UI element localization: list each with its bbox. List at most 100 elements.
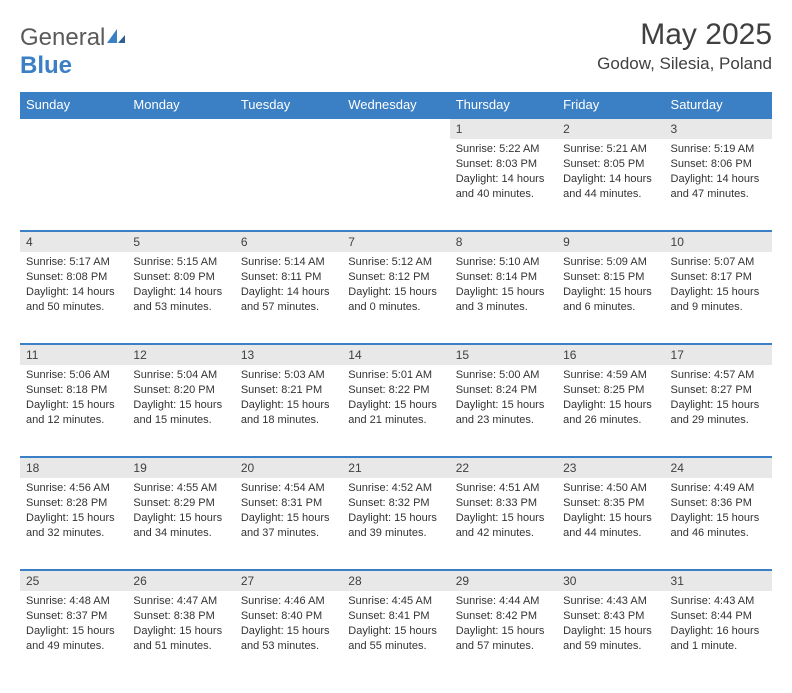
day-cell: Sunrise: 5:04 AMSunset: 8:20 PMDaylight:… — [127, 365, 234, 457]
location: Godow, Silesia, Poland — [597, 54, 772, 74]
day-details: Sunrise: 5:07 AMSunset: 8:17 PMDaylight:… — [665, 252, 772, 320]
day-number: 2 — [557, 118, 664, 139]
logo-text: GeneralBlue — [20, 24, 127, 80]
day-details: Sunrise: 4:54 AMSunset: 8:31 PMDaylight:… — [235, 478, 342, 546]
day-details: Sunrise: 4:56 AMSunset: 8:28 PMDaylight:… — [20, 478, 127, 546]
sunset-line: Sunset: 8:11 PM — [241, 270, 336, 285]
sunset-line: Sunset: 8:24 PM — [456, 383, 551, 398]
sunrise-line: Sunrise: 5:22 AM — [456, 142, 551, 157]
sunrise-line: Sunrise: 5:14 AM — [241, 255, 336, 270]
daylight-line: Daylight: 14 hours and 47 minutes. — [671, 172, 766, 202]
day-cell: Sunrise: 5:21 AMSunset: 8:05 PMDaylight:… — [557, 139, 664, 231]
daylight-line: Daylight: 15 hours and 53 minutes. — [241, 624, 336, 654]
sunset-line: Sunset: 8:20 PM — [133, 383, 228, 398]
day-details: Sunrise: 5:01 AMSunset: 8:22 PMDaylight:… — [342, 365, 449, 433]
logo-text-b: Blue — [20, 52, 72, 79]
daylight-line: Daylight: 15 hours and 6 minutes. — [563, 285, 658, 315]
sunrise-line: Sunrise: 5:01 AM — [348, 368, 443, 383]
sunset-line: Sunset: 8:29 PM — [133, 496, 228, 511]
day-number: 25 — [20, 570, 127, 591]
daylight-line: Daylight: 15 hours and 0 minutes. — [348, 285, 443, 315]
daylight-line: Daylight: 15 hours and 34 minutes. — [133, 511, 228, 541]
day-details: Sunrise: 5:06 AMSunset: 8:18 PMDaylight:… — [20, 365, 127, 433]
day-number-row: 18192021222324 — [20, 457, 772, 478]
daylight-line: Daylight: 16 hours and 1 minute. — [671, 624, 766, 654]
daylight-line: Daylight: 15 hours and 9 minutes. — [671, 285, 766, 315]
day-number: 24 — [665, 457, 772, 478]
day-cell: Sunrise: 4:54 AMSunset: 8:31 PMDaylight:… — [235, 478, 342, 570]
daylight-line: Daylight: 15 hours and 15 minutes. — [133, 398, 228, 428]
day-number: 28 — [342, 570, 449, 591]
sunrise-line: Sunrise: 4:59 AM — [563, 368, 658, 383]
day-details: Sunrise: 5:09 AMSunset: 8:15 PMDaylight:… — [557, 252, 664, 320]
sunset-line: Sunset: 8:31 PM — [241, 496, 336, 511]
day-details: Sunrise: 5:22 AMSunset: 8:03 PMDaylight:… — [450, 139, 557, 207]
sunset-line: Sunset: 8:25 PM — [563, 383, 658, 398]
sunrise-line: Sunrise: 4:57 AM — [671, 368, 766, 383]
day-number-row: 11121314151617 — [20, 344, 772, 365]
day-cell: Sunrise: 5:07 AMSunset: 8:17 PMDaylight:… — [665, 252, 772, 344]
day-cell: Sunrise: 4:47 AMSunset: 8:38 PMDaylight:… — [127, 591, 234, 683]
day-details: Sunrise: 4:45 AMSunset: 8:41 PMDaylight:… — [342, 591, 449, 659]
day-cell: Sunrise: 4:49 AMSunset: 8:36 PMDaylight:… — [665, 478, 772, 570]
sunset-line: Sunset: 8:14 PM — [456, 270, 551, 285]
sunrise-line: Sunrise: 5:00 AM — [456, 368, 551, 383]
day-details: Sunrise: 4:48 AMSunset: 8:37 PMDaylight:… — [20, 591, 127, 659]
day-number: 21 — [342, 457, 449, 478]
day-number: 5 — [127, 231, 234, 252]
daylight-line: Daylight: 14 hours and 53 minutes. — [133, 285, 228, 315]
day-details: Sunrise: 4:57 AMSunset: 8:27 PMDaylight:… — [665, 365, 772, 433]
day-details: Sunrise: 5:15 AMSunset: 8:09 PMDaylight:… — [127, 252, 234, 320]
day-details: Sunrise: 5:03 AMSunset: 8:21 PMDaylight:… — [235, 365, 342, 433]
day-cell-empty — [20, 139, 127, 231]
day-number: 27 — [235, 570, 342, 591]
calendar-page: GeneralBlue May 2025 Godow, Silesia, Pol… — [0, 0, 792, 693]
sunset-line: Sunset: 8:27 PM — [671, 383, 766, 398]
day-cell: Sunrise: 5:15 AMSunset: 8:09 PMDaylight:… — [127, 252, 234, 344]
day-cell-empty — [342, 139, 449, 231]
sunrise-line: Sunrise: 5:07 AM — [671, 255, 766, 270]
sunset-line: Sunset: 8:33 PM — [456, 496, 551, 511]
day-body-row: Sunrise: 4:56 AMSunset: 8:28 PMDaylight:… — [20, 478, 772, 570]
daylight-line: Daylight: 15 hours and 44 minutes. — [563, 511, 658, 541]
day-number: 13 — [235, 344, 342, 365]
day-cell: Sunrise: 4:45 AMSunset: 8:41 PMDaylight:… — [342, 591, 449, 683]
daylight-line: Daylight: 14 hours and 57 minutes. — [241, 285, 336, 315]
day-number: 23 — [557, 457, 664, 478]
header: GeneralBlue May 2025 Godow, Silesia, Pol… — [20, 18, 772, 80]
day-cell: Sunrise: 5:14 AMSunset: 8:11 PMDaylight:… — [235, 252, 342, 344]
day-cell: Sunrise: 4:43 AMSunset: 8:43 PMDaylight:… — [557, 591, 664, 683]
daylight-line: Daylight: 15 hours and 39 minutes. — [348, 511, 443, 541]
daylight-line: Daylight: 15 hours and 23 minutes. — [456, 398, 551, 428]
weekday-header: Sunday — [20, 92, 127, 118]
sunset-line: Sunset: 8:05 PM — [563, 157, 658, 172]
sunrise-line: Sunrise: 4:44 AM — [456, 594, 551, 609]
day-cell: Sunrise: 4:56 AMSunset: 8:28 PMDaylight:… — [20, 478, 127, 570]
sunset-line: Sunset: 8:21 PM — [241, 383, 336, 398]
sunset-line: Sunset: 8:18 PM — [26, 383, 121, 398]
daylight-line: Daylight: 15 hours and 29 minutes. — [671, 398, 766, 428]
day-cell: Sunrise: 4:51 AMSunset: 8:33 PMDaylight:… — [450, 478, 557, 570]
day-number-empty — [342, 118, 449, 139]
day-details: Sunrise: 4:46 AMSunset: 8:40 PMDaylight:… — [235, 591, 342, 659]
sunrise-line: Sunrise: 4:43 AM — [563, 594, 658, 609]
sunset-line: Sunset: 8:40 PM — [241, 609, 336, 624]
daylight-line: Daylight: 15 hours and 37 minutes. — [241, 511, 336, 541]
sunrise-line: Sunrise: 4:45 AM — [348, 594, 443, 609]
daylight-line: Daylight: 14 hours and 50 minutes. — [26, 285, 121, 315]
sunset-line: Sunset: 8:22 PM — [348, 383, 443, 398]
day-details: Sunrise: 5:04 AMSunset: 8:20 PMDaylight:… — [127, 365, 234, 433]
sunrise-line: Sunrise: 5:09 AM — [563, 255, 658, 270]
day-details: Sunrise: 5:12 AMSunset: 8:12 PMDaylight:… — [342, 252, 449, 320]
day-cell: Sunrise: 5:03 AMSunset: 8:21 PMDaylight:… — [235, 365, 342, 457]
day-cell: Sunrise: 4:59 AMSunset: 8:25 PMDaylight:… — [557, 365, 664, 457]
sunrise-line: Sunrise: 4:55 AM — [133, 481, 228, 496]
day-details: Sunrise: 4:43 AMSunset: 8:44 PMDaylight:… — [665, 591, 772, 659]
sunset-line: Sunset: 8:41 PM — [348, 609, 443, 624]
sunrise-line: Sunrise: 5:04 AM — [133, 368, 228, 383]
day-number-empty — [127, 118, 234, 139]
daylight-line: Daylight: 15 hours and 49 minutes. — [26, 624, 121, 654]
logo-text-a: General — [20, 24, 105, 51]
sunrise-line: Sunrise: 4:49 AM — [671, 481, 766, 496]
day-cell: Sunrise: 4:57 AMSunset: 8:27 PMDaylight:… — [665, 365, 772, 457]
